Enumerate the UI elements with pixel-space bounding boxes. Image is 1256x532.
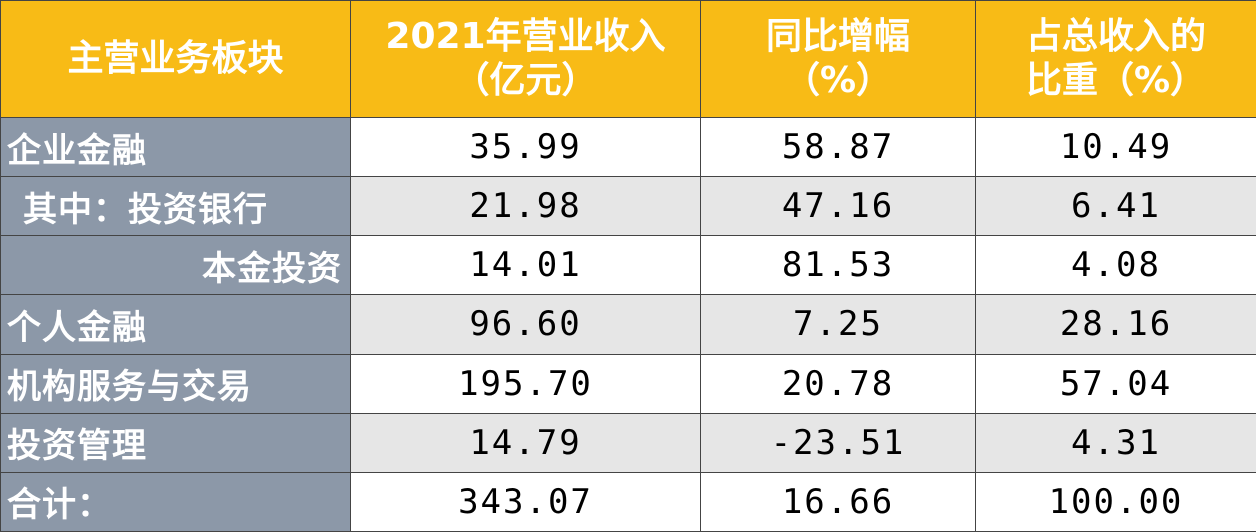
- header-text: （%）: [783, 60, 893, 101]
- header-cell: 2021年营业收入 （亿元）: [350, 0, 701, 118]
- value-cell: 81.53: [700, 235, 976, 296]
- value-cell: 343.07: [350, 471, 701, 532]
- value-cell: 195.70: [350, 353, 701, 414]
- table-body: 企业金融 35.99 58.87 10.49 其中：投资银行 21.98 47.16 6.41…: [0, 116, 1256, 532]
- value-cell: 7.25: [700, 294, 976, 355]
- value-cell: 47.16: [700, 176, 976, 237]
- table-row: 合计： 343.07 16.66 100.00: [0, 471, 1256, 532]
- value-cell: 4.08: [975, 235, 1256, 296]
- value-cell: 100.00: [975, 471, 1256, 532]
- value-cell: 14.01: [350, 235, 701, 296]
- value-cell: 96.60: [350, 294, 701, 355]
- header-cell: 同比增幅 （%）: [700, 0, 976, 118]
- value-cell: 14.79: [350, 412, 701, 473]
- row-label: 其中：投资银行: [0, 176, 351, 237]
- row-label: 本金投资: [0, 235, 351, 296]
- row-label: 企业金融: [0, 116, 351, 178]
- header-text: 比重（%）: [1025, 60, 1207, 101]
- value-cell: 20.78: [700, 353, 976, 414]
- value-cell: -23.51: [700, 412, 976, 473]
- table-row: 机构服务与交易 195.70 20.78 57.04: [0, 353, 1256, 414]
- row-label: 个人金融: [0, 294, 351, 355]
- header-text: （亿元）: [453, 60, 598, 101]
- value-cell: 28.16: [975, 294, 1256, 355]
- table-row: 其中：投资银行 21.98 47.16 6.41: [0, 176, 1256, 237]
- value-cell: 16.66: [700, 471, 976, 532]
- header-row: 主营业务板块 2021年营业收入 （亿元） 同比增幅 （%） 占总收入的 比重（%）: [0, 0, 1256, 118]
- table-row: 企业金融 35.99 58.87 10.49: [0, 116, 1256, 178]
- row-label: 投资管理: [0, 412, 351, 473]
- value-cell: 6.41: [975, 176, 1256, 237]
- header-text: 主营业务板块: [67, 38, 284, 79]
- table-row: 投资管理 14.79 -23.51 4.31: [0, 412, 1256, 473]
- header-text: 占总收入的: [1025, 16, 1206, 57]
- value-cell: 21.98: [350, 176, 701, 237]
- value-cell: 58.87: [700, 116, 976, 178]
- table-row: 本金投资 14.01 81.53 4.08: [0, 235, 1256, 296]
- table-row: 个人金融 96.60 7.25 28.16: [0, 294, 1256, 355]
- value-cell: 4.31: [975, 412, 1256, 473]
- value-cell: 10.49: [975, 116, 1256, 178]
- header-cell: 主营业务板块: [0, 0, 351, 118]
- value-cell: 35.99: [350, 116, 701, 178]
- row-label: 机构服务与交易: [0, 353, 351, 414]
- header-cell: 占总收入的 比重（%）: [975, 0, 1256, 118]
- header-text: 同比增幅: [765, 16, 910, 57]
- value-cell: 57.04: [975, 353, 1256, 414]
- header-text: 2021年营业收入: [385, 16, 666, 57]
- row-label: 合计：: [0, 471, 351, 532]
